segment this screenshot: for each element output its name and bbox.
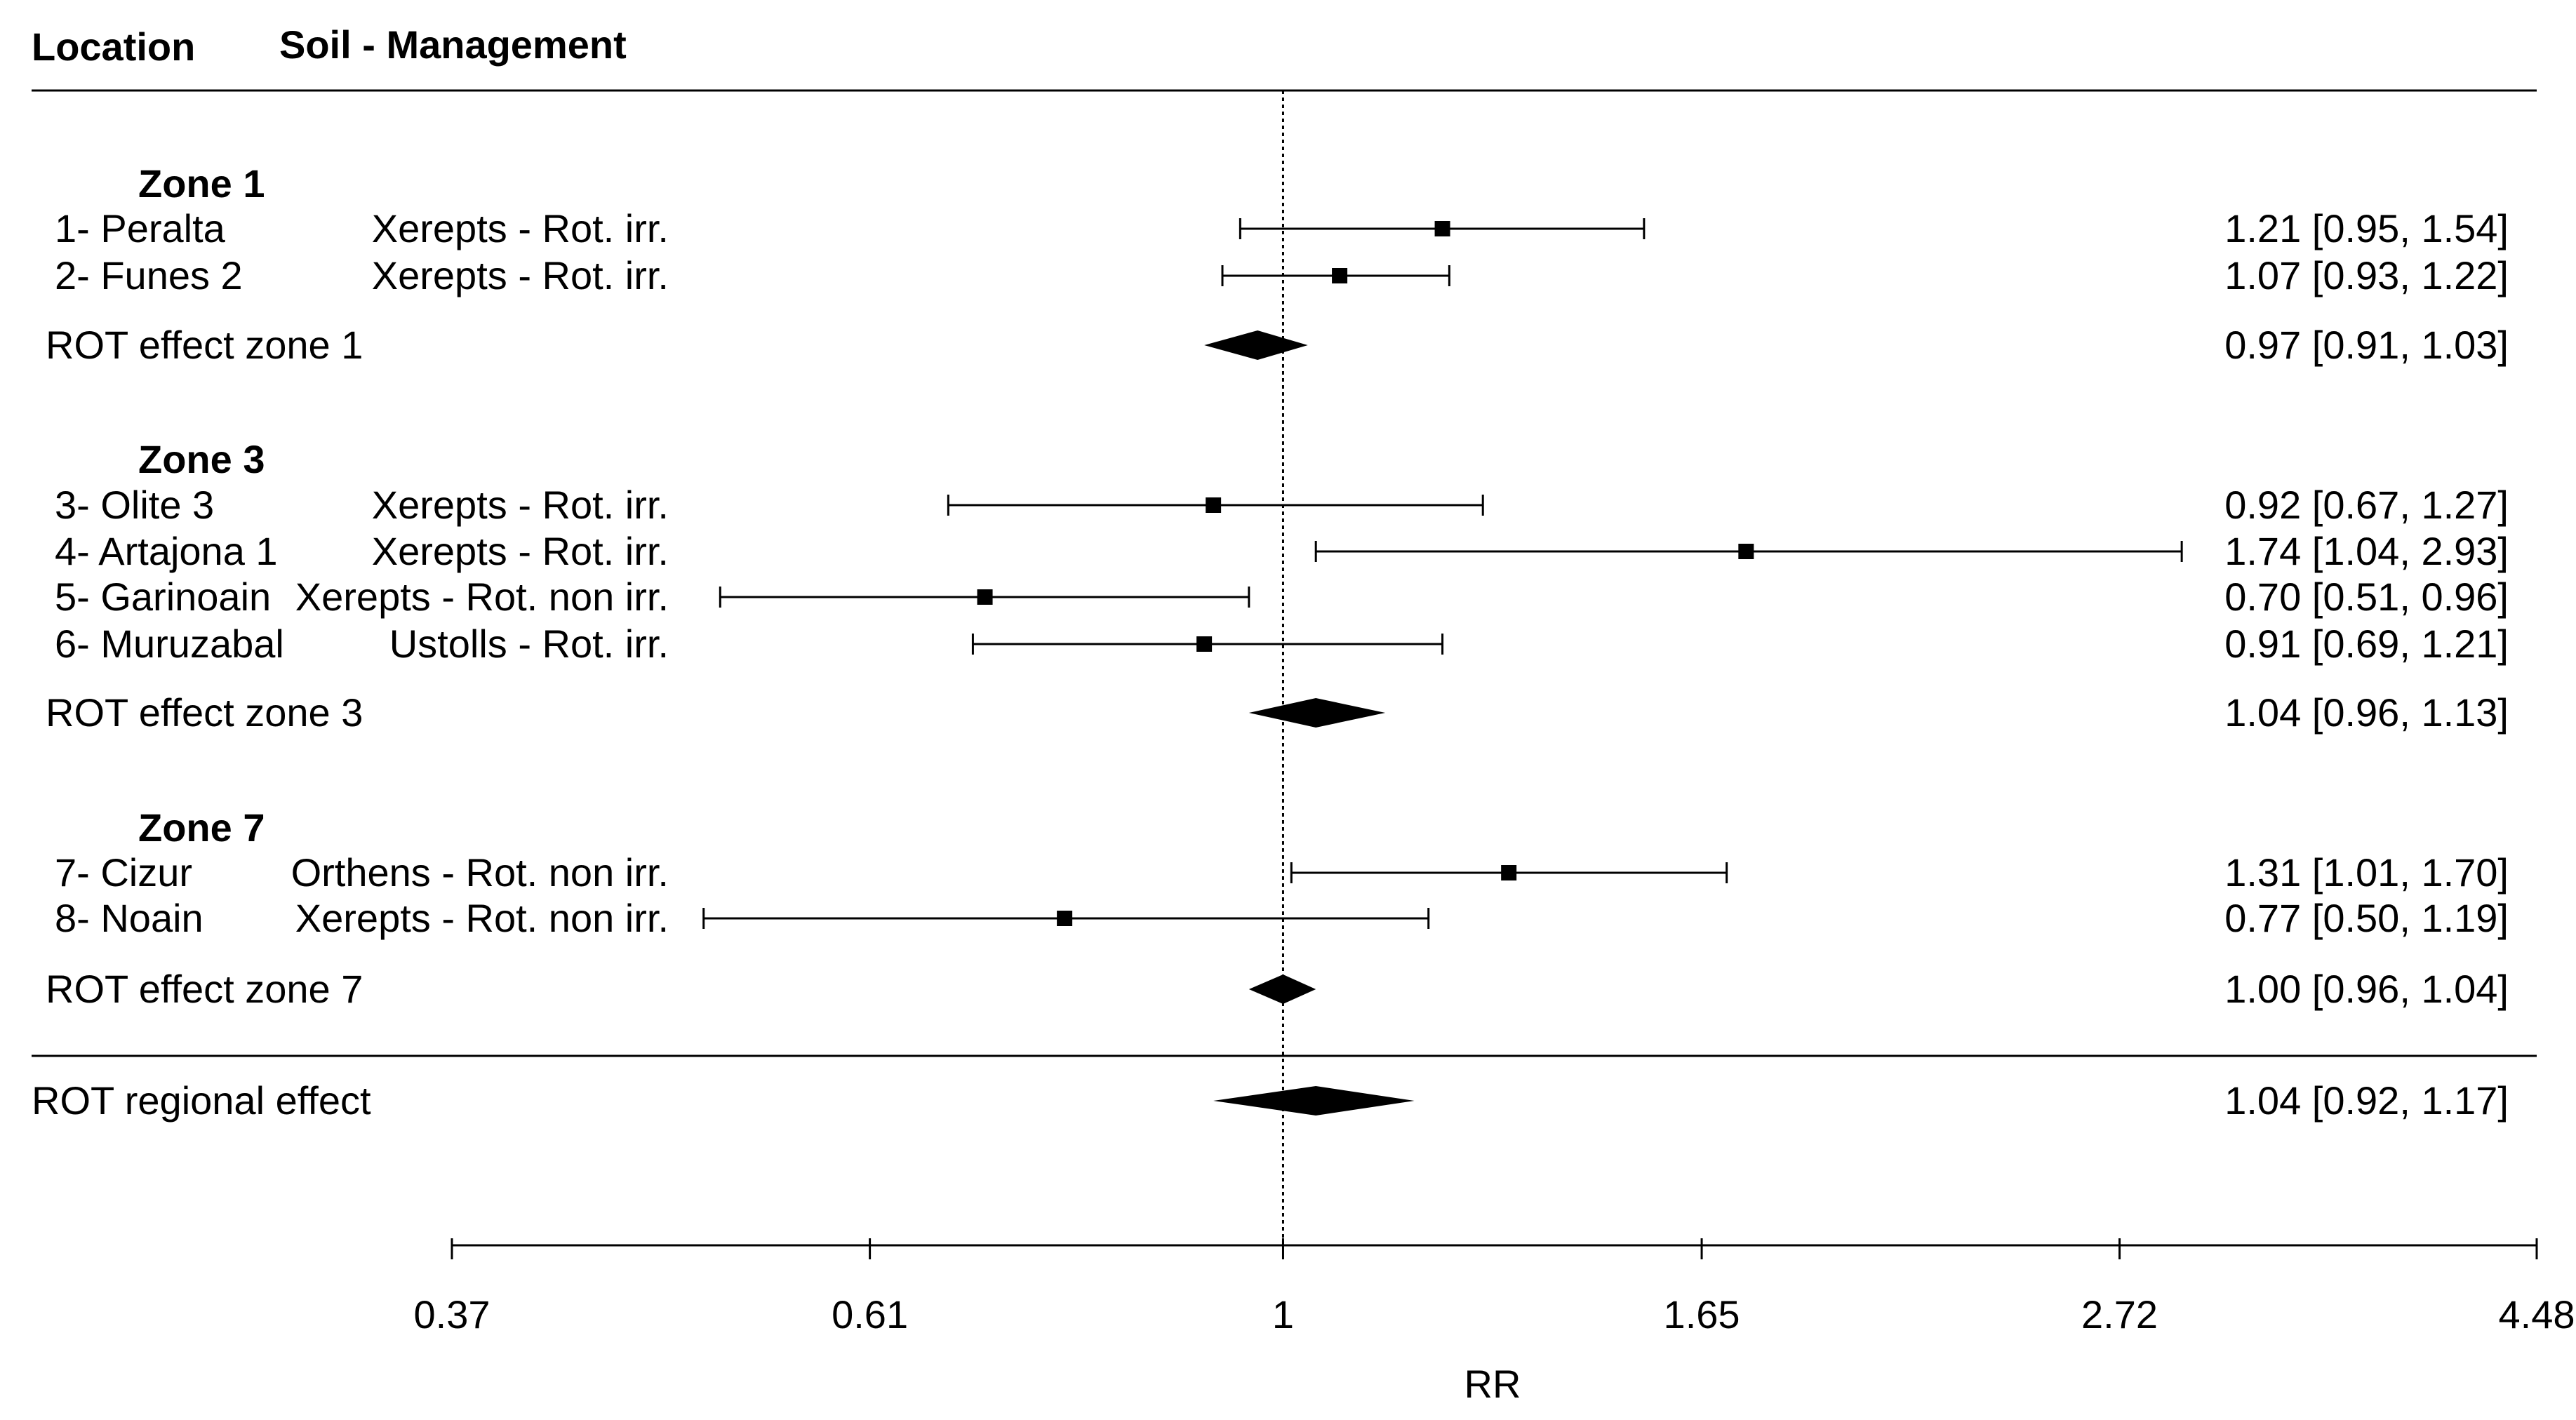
- point-estimate: [1332, 268, 1348, 283]
- study-row: 4- Artajona 1 Xerepts - Rot. irr. 1.74 [1.…: [55, 529, 2509, 573]
- x-tick-label: 0.61: [832, 1292, 908, 1337]
- effect-size-text: 1.04 [0.92, 1.17]: [2224, 1078, 2509, 1123]
- study-row: 8- Noain Xerepts - Rot. non irr. 0.77 [0.5…: [55, 896, 2509, 940]
- zone-summary-row: ROT effect zone 1 0.97 [0.91, 1.03]: [46, 323, 2509, 367]
- study-location: 2- Funes 2: [55, 253, 243, 297]
- effect-size-text: 1.74 [1.04, 2.93]: [2224, 529, 2509, 573]
- study-soil-management: Orthens - Rot. non irr.: [291, 850, 669, 895]
- x-tick-label: 4.48: [2499, 1292, 2575, 1337]
- study-soil-management: Xerepts - Rot. irr.: [372, 253, 669, 297]
- study-location: 6- Muruzabal: [55, 622, 284, 666]
- study-row: 5- Garinoain Xerepts - Rot. non irr. 0.70 …: [55, 575, 2509, 619]
- effect-size-text: 0.97 [0.91, 1.03]: [2224, 323, 2509, 367]
- study-location: 1- Peralta: [55, 206, 226, 250]
- study-soil-management: Xerepts - Rot. irr.: [372, 206, 669, 250]
- study-row: 3- Olite 3 Xerepts - Rot. irr. 0.92 [0.67,…: [55, 483, 2509, 527]
- study-soil-management: Ustolls - Rot. irr.: [389, 622, 669, 666]
- effect-size-text: 0.91 [0.69, 1.21]: [2224, 622, 2509, 666]
- effect-size-text: 1.00 [0.96, 1.04]: [2224, 967, 2509, 1011]
- overall-summary-row: ROT regional effect 1.04 [0.92, 1.17]: [32, 1078, 2509, 1123]
- study-row: 6- Muruzabal Ustolls - Rot. irr. 0.91 [0.6…: [55, 622, 2509, 666]
- point-estimate: [977, 589, 993, 605]
- point-estimate: [1501, 865, 1517, 880]
- study-soil-management: Xerepts - Rot. non irr.: [295, 896, 669, 940]
- zone-summary-row: ROT effect zone 7 1.00 [0.96, 1.04]: [46, 967, 2509, 1011]
- study-location: 4- Artajona 1: [55, 529, 278, 573]
- zone-summary-row: ROT effect zone 3 1.04 [0.96, 1.13]: [46, 690, 2509, 735]
- point-estimate: [1057, 911, 1073, 926]
- x-axis-label: RR: [1464, 1362, 1521, 1406]
- zone-heading: Zone 7: [138, 805, 265, 850]
- x-tick-label: 2.72: [2081, 1292, 2158, 1337]
- effect-size-text: 1.21 [0.95, 1.54]: [2224, 206, 2509, 250]
- study-soil-management: Xerepts - Rot. irr.: [372, 529, 669, 573]
- forest-rows: Zone 11- Peralta Xerepts - Rot. irr. 1.21 …: [32, 91, 2509, 1245]
- summary-label: ROT effect zone 3: [46, 690, 363, 735]
- summary-diamond: [1204, 330, 1308, 360]
- study-soil-management: Xerepts - Rot. irr.: [372, 483, 669, 527]
- effect-size-text: 0.70 [0.51, 0.96]: [2224, 575, 2509, 619]
- study-row: 1- Peralta Xerepts - Rot. irr. 1.21 [0.95,…: [55, 206, 2509, 250]
- summary-label: ROT effect zone 7: [46, 967, 363, 1011]
- study-location: 5- Garinoain: [55, 575, 271, 619]
- effect-size-text: 1.04 [0.96, 1.13]: [2224, 690, 2509, 735]
- study-location: 8- Noain: [55, 896, 203, 940]
- point-estimate: [1434, 221, 1450, 236]
- summary-diamond: [1213, 1086, 1415, 1116]
- summary-diamond: [1248, 974, 1316, 1004]
- summary-diamond: [1248, 698, 1386, 728]
- x-axis: 0.37 0.61 1 1.65 2.72 4.48: [414, 1238, 2575, 1337]
- point-estimate: [1206, 497, 1222, 513]
- point-estimate: [1738, 544, 1754, 559]
- study-soil-management: Xerepts - Rot. non irr.: [295, 575, 669, 619]
- effect-size-text: 0.77 [0.50, 1.19]: [2224, 896, 2509, 940]
- x-tick-label: 0.37: [414, 1292, 490, 1337]
- effect-size-text: 1.07 [0.93, 1.22]: [2224, 253, 2509, 297]
- study-row: 2- Funes 2 Xerepts - Rot. irr. 1.07 [0.93,…: [55, 253, 2509, 297]
- effect-size-text: 0.92 [0.67, 1.27]: [2224, 483, 2509, 527]
- location-header: Location: [32, 25, 195, 69]
- point-estimate: [1196, 636, 1213, 652]
- effect-size-text: 1.31 [1.01, 1.70]: [2224, 850, 2509, 895]
- study-location: 7- Cizur: [55, 850, 192, 895]
- zone-heading: Zone 1: [138, 161, 265, 206]
- x-tick-label: 1: [1272, 1292, 1294, 1337]
- zone-heading: Zone 3: [138, 437, 265, 481]
- summary-label: ROT regional effect: [32, 1078, 371, 1123]
- x-tick-label: 1.65: [1664, 1292, 1740, 1337]
- study-location: 3- Olite 3: [55, 483, 214, 527]
- summary-label: ROT effect zone 1: [46, 323, 363, 367]
- study-row: 7- Cizur Orthens - Rot. non irr. 1.31 [1.0…: [55, 850, 2509, 895]
- soil-management-header: Soil - Management: [279, 22, 627, 67]
